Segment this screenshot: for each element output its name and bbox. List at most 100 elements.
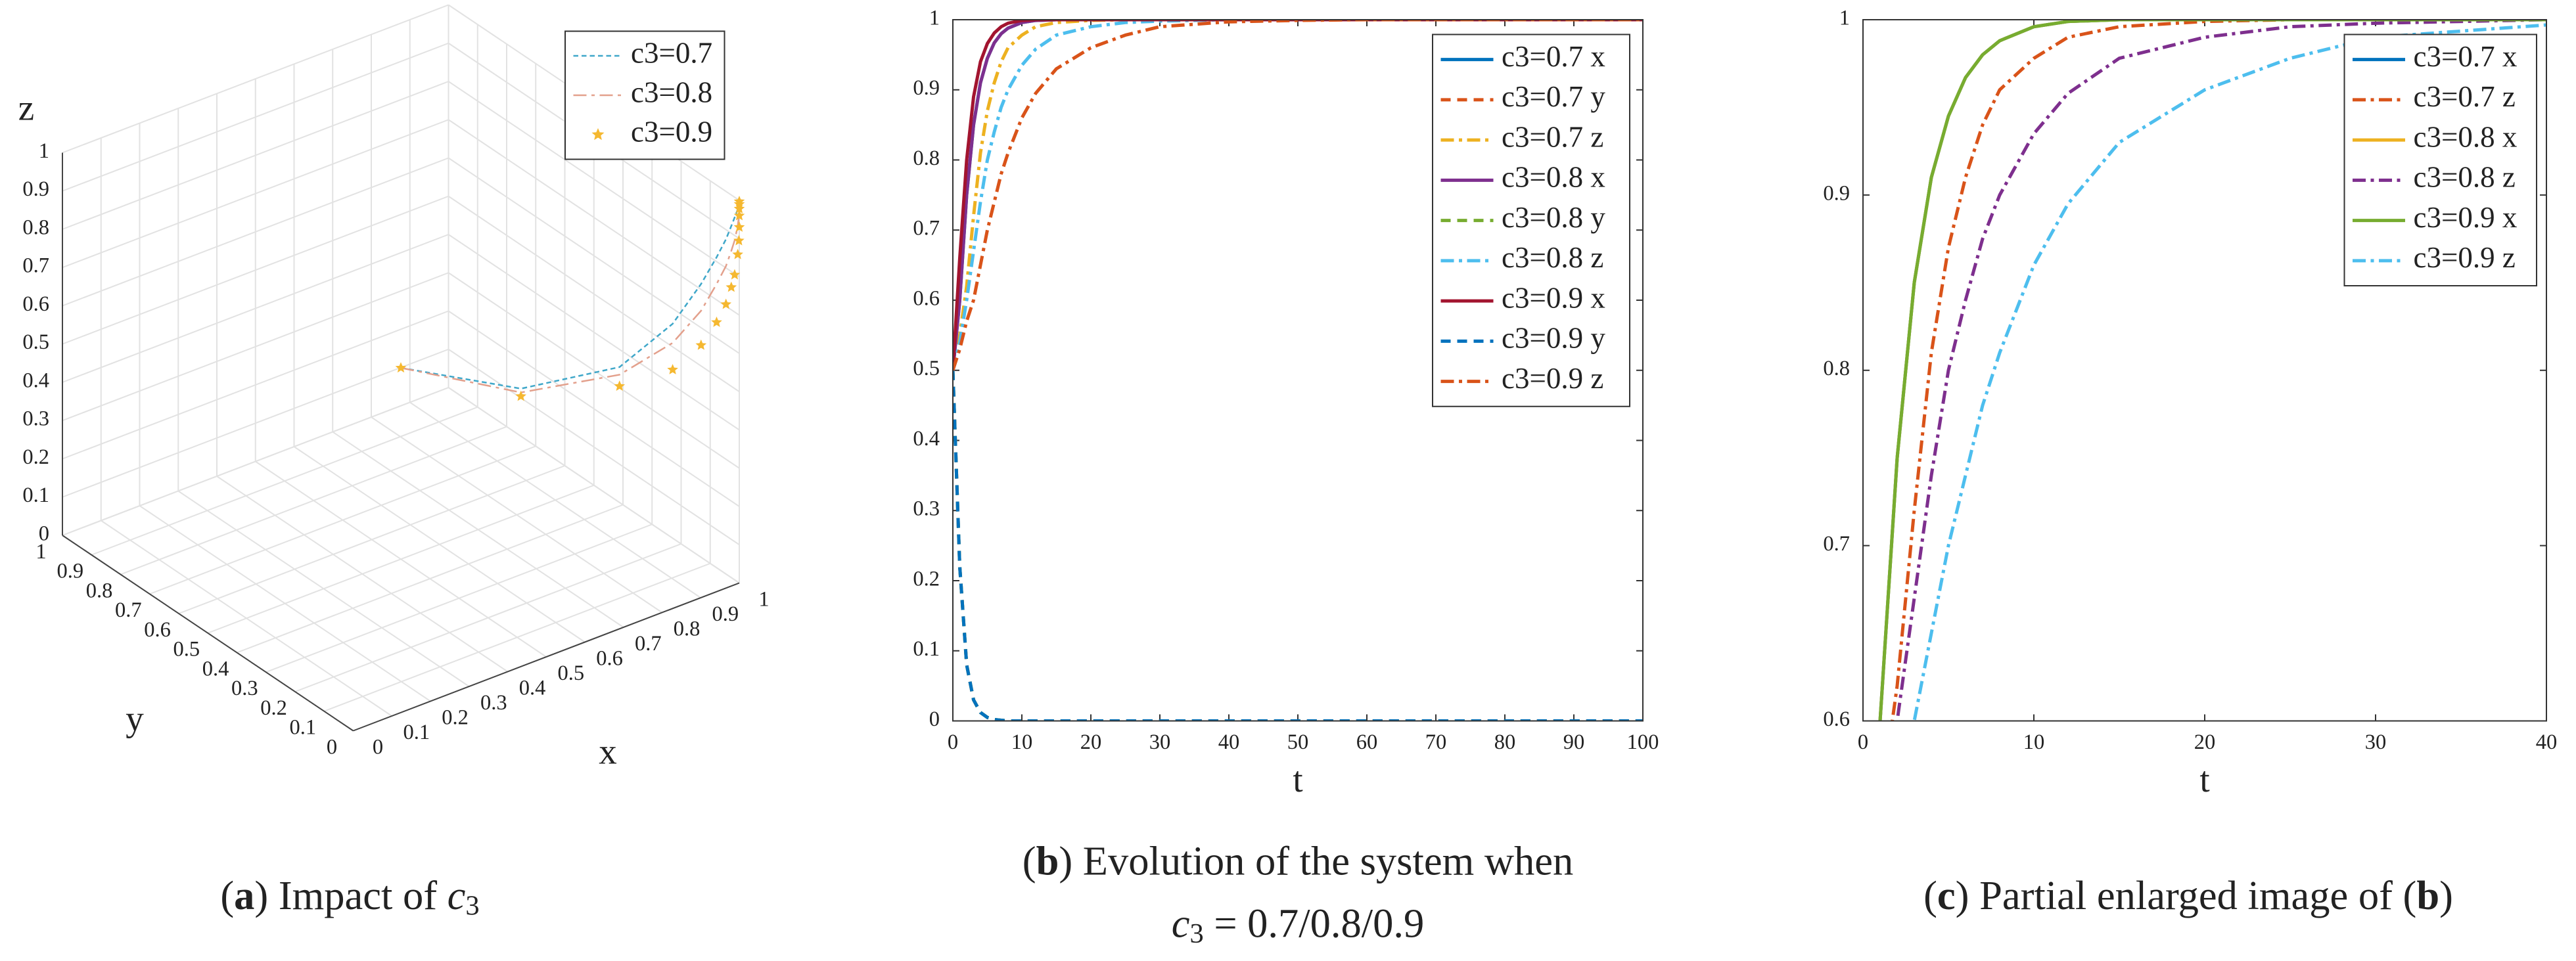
caption-run: ) Evolution of the system when: [1059, 838, 1573, 884]
legend-label: c3=0.7 z: [1502, 120, 1603, 153]
caption: (c) Partial enlarged image of (b): [1923, 872, 2453, 918]
legend-label: c3=0.8 y: [1502, 201, 1605, 234]
grid-line: [149, 445, 536, 595]
grid-line: [62, 272, 449, 422]
x-tick-label: 0.8: [674, 617, 701, 640]
grid-line: [62, 195, 449, 345]
plot-frame: [1862, 19, 2547, 722]
series-marker: [732, 248, 743, 259]
grid-line: [323, 562, 711, 712]
grid-line: [62, 119, 449, 269]
grid-line: [448, 348, 740, 546]
x-tick-label: 30: [1149, 730, 1171, 754]
series-marker: [733, 210, 745, 221]
x-tick-label: 20: [2194, 730, 2216, 754]
x-tick-label: 100: [1627, 730, 1659, 754]
series-line: [953, 20, 1643, 371]
y-tick-label: 0.8: [86, 579, 113, 602]
y-tick-label: 0: [327, 735, 337, 759]
grid-line: [62, 348, 449, 498]
grid-line: [62, 387, 449, 536]
axis-line: [353, 582, 740, 732]
z-tick-label: 1: [39, 139, 49, 163]
y-tick-label: 0.6: [144, 618, 171, 642]
z-tick-label: 0.1: [22, 483, 49, 507]
legend-label: c3=0.7 z: [2414, 80, 2516, 113]
z-tick-label: 0.8: [22, 215, 49, 239]
y-tick-label: 0.7: [913, 217, 940, 240]
series-marker: [395, 362, 407, 373]
grid-line: [448, 387, 740, 584]
series-marker: [725, 281, 737, 292]
legend-box: [2343, 34, 2537, 286]
y-tick-label: 0.9: [57, 560, 83, 583]
series-marker: [733, 221, 745, 232]
y-tick-label: 0.5: [913, 357, 940, 380]
plot-lines: [1878, 20, 2546, 721]
caption: (b) Evolution of the system when: [1023, 838, 1573, 884]
grid-line: [62, 42, 449, 192]
y-tick-label: 1: [35, 540, 46, 564]
z-tick-label: 0.3: [22, 407, 49, 431]
caption-run: (: [1923, 872, 1937, 918]
caption-run: (: [1023, 838, 1036, 884]
caption-run: ) Impact of: [254, 872, 447, 918]
grid-line: [207, 484, 595, 634]
caption: c3 = 0.7/0.8/0.9: [1172, 901, 1425, 949]
y-tick-label: 0.1: [289, 716, 316, 740]
caption-run: b: [2416, 872, 2439, 918]
grid-line: [178, 465, 565, 614]
caption-run: = 0.7/0.8/0.9: [1204, 901, 1425, 947]
y-tick-label: 0.1: [913, 637, 940, 661]
legend-label: c3=0.7 x: [1502, 40, 1605, 73]
series-marker: [733, 196, 745, 206]
grid-line: [62, 157, 449, 307]
axis-line: [62, 535, 354, 732]
z-tick-label: 0.2: [22, 445, 49, 469]
x-axis-label: t: [1293, 759, 1302, 799]
grid-line: [237, 504, 624, 654]
y-tick-label: 0.9: [913, 76, 940, 100]
legend-label: c3=0.8: [631, 76, 712, 108]
legend-label: c3=0.9 y: [1502, 322, 1605, 355]
x-tick-label: 0.9: [712, 602, 739, 626]
caption: (a) Impact of c3: [220, 872, 479, 921]
legend-label: c3=0.9 x: [1502, 281, 1605, 314]
x-tick-label: 50: [1287, 730, 1309, 754]
series-marker: [614, 380, 626, 391]
y-tick-label: 0.8: [913, 146, 940, 170]
grid-line: [62, 81, 449, 230]
grid-line: [62, 310, 449, 460]
grid-line: [448, 310, 740, 507]
x-tick-label: 0: [373, 735, 383, 759]
grid-line: [448, 234, 740, 431]
x-tick-label: 0: [1858, 730, 1868, 754]
z-tick-label: 0: [39, 522, 49, 545]
x-tick-label: 0.4: [519, 676, 546, 700]
series-line: [953, 370, 1643, 721]
y-tick-label: 0.3: [231, 677, 258, 700]
series-line: [953, 20, 1643, 371]
y-tick-label: 0.4: [913, 427, 940, 451]
y-tick-label: 0.7: [1823, 532, 1850, 556]
x-tick-label: 0.1: [403, 721, 430, 744]
series-line: [953, 20, 1643, 371]
caption-run: c: [1937, 872, 1956, 918]
plot-frame: [952, 19, 1644, 722]
x-tick-label: 20: [1080, 730, 1102, 754]
x-tick-label: 0: [948, 730, 958, 754]
y-tick-label: 0.6: [913, 286, 940, 310]
y-tick-label: 1: [929, 6, 940, 30]
y-tick-label: 0: [929, 707, 940, 731]
caption-run: 3: [465, 890, 479, 921]
y-tick-label: 0.9: [1823, 181, 1850, 205]
caption-run: c: [1172, 901, 1190, 947]
legend-label: c3=0.7 x: [2414, 40, 2518, 73]
caption-run: a: [234, 872, 254, 918]
x-tick-label: 40: [2536, 730, 2558, 754]
series-marker: [729, 269, 741, 280]
z-tick-label: 0.6: [22, 292, 49, 316]
series-line: [1912, 23, 2546, 721]
y-tick-label: 1: [1839, 6, 1850, 30]
